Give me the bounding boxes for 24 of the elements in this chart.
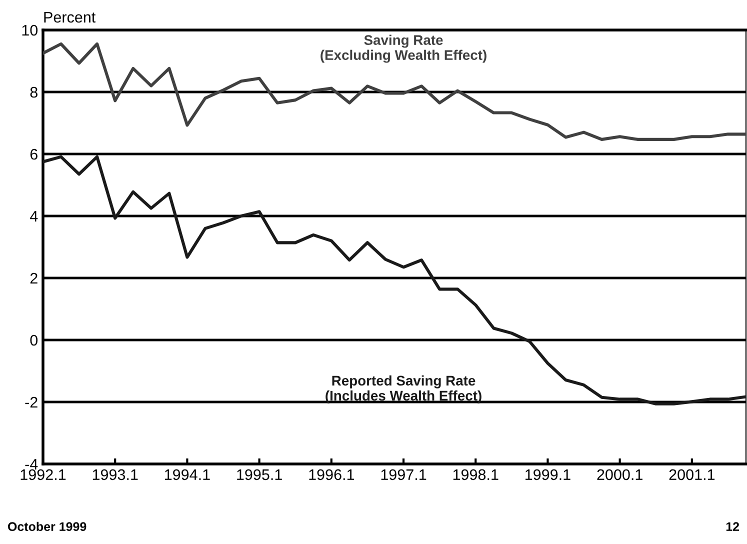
text: Reported Saving Rate (Includes Wealth Effect) [326,375,482,404]
x-tick-label: 1996.1 [309,469,354,480]
y-tick-label: 8 [30,86,38,98]
x-tick-label: 2001.1 [669,469,715,480]
y-tick-label: 10 [22,24,38,36]
x-tick-label: 1994.1 [165,469,210,480]
text: October 1999 [8,522,86,532]
x-tick-label: 1998.1 [453,469,498,480]
y-tick-label: 6 [30,148,38,160]
y-tick-label: 0 [30,334,38,346]
x-tick-label: 2000.1 [597,469,642,480]
y-tick-label: 4 [30,211,38,222]
series-label: Saving Rate (Excluding Wealth Effect) [320,34,486,63]
y-tick-label: -4 [25,459,38,470]
x-tick-label: 1992.1 [20,469,66,480]
x-tick-label: 1993.1 [92,469,138,480]
x-tick-label: 1995.1 [237,469,282,480]
y-tick-label: -2 [25,396,38,408]
y-tick-label: 2 [30,272,38,284]
text: 12 [726,522,740,531]
line-series [43,155,746,406]
x-tick-label: 1999.1 [526,469,570,480]
y-axis-title: Percent [44,12,96,23]
x-tick-label: 1997.1 [381,469,426,480]
